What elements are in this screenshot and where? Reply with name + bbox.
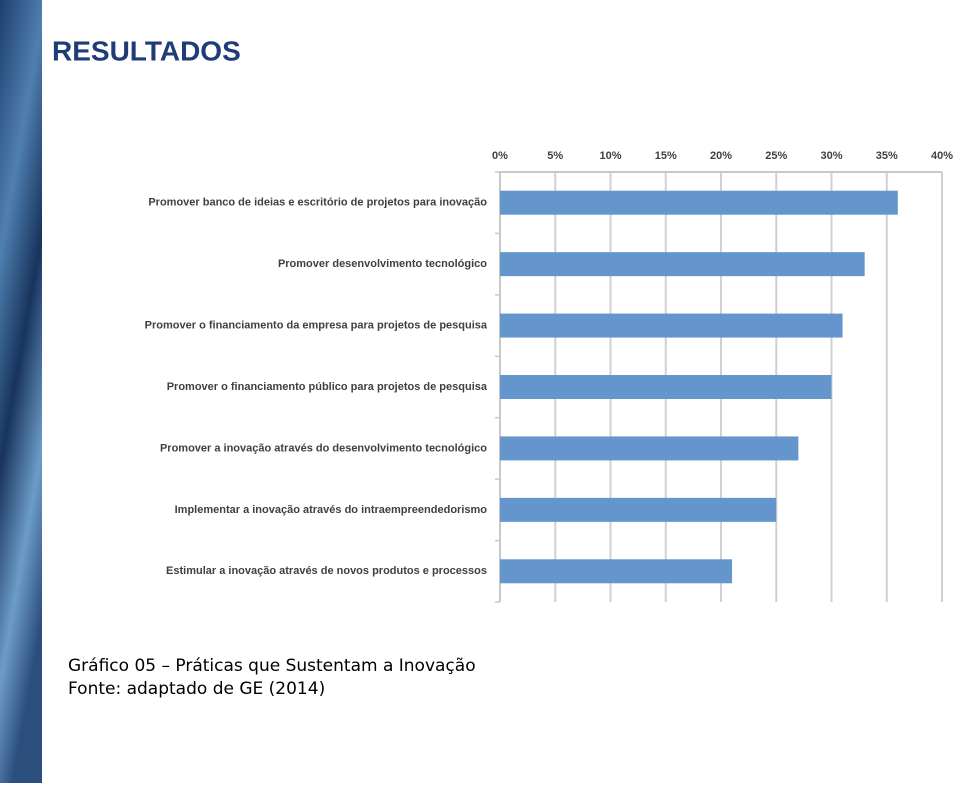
bar: [500, 190, 898, 215]
x-tick-label: 5%: [547, 150, 563, 162]
y-tick-label: Estimular a inovação através de novos pr…: [166, 565, 487, 577]
x-tick-label: 35%: [876, 150, 898, 162]
x-tick-label: 10%: [599, 150, 621, 162]
y-tick-label: Promover a inovação através do desenvolv…: [160, 442, 487, 454]
bar: [500, 252, 865, 277]
y-tick-label: Promover o financiamento público para pr…: [167, 381, 488, 393]
bar: [500, 497, 777, 522]
y-tick-label: Promover desenvolvimento tecnológico: [278, 258, 487, 270]
x-tick-label: 20%: [710, 150, 732, 162]
caption: Gráfico 05 – Práticas que Sustentam a In…: [68, 656, 476, 676]
y-tick-label: Implementar a inovação através do intrae…: [175, 504, 488, 516]
bar: [500, 375, 832, 399]
bar: [500, 559, 733, 584]
bar: [500, 436, 799, 461]
x-tick-label: 0%: [492, 150, 508, 162]
x-tick-label: 30%: [820, 150, 842, 162]
x-tick-label: 25%: [765, 150, 787, 162]
decorative-strip: [0, 0, 42, 783]
caption: Fonte: adaptado de GE (2014): [68, 679, 325, 699]
y-tick-label: Promover banco de ideias e escritório de…: [148, 197, 487, 209]
chart: 0% 5% 10% 15% 20% 25% 30% 35% 40% Promover banco …: [145, 150, 953, 603]
x-tick-label: 15%: [655, 150, 677, 162]
bar: [500, 313, 843, 338]
x-tick-label: 40%: [931, 150, 953, 162]
y-tick-label: Promover o financiamento da empresa para…: [145, 319, 488, 331]
slide-title: RESULTADOS: [52, 35, 241, 66]
